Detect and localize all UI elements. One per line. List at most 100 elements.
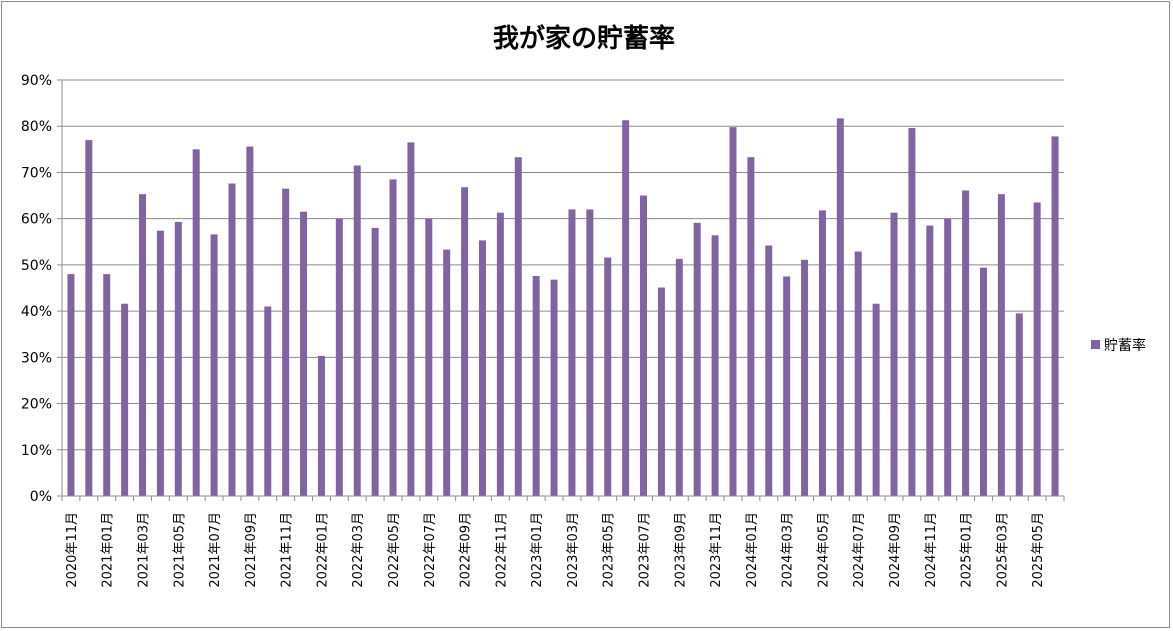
bar (282, 188, 290, 496)
x-tick-label: 2021年01月 (101, 512, 116, 588)
bar (801, 259, 809, 496)
bar (425, 218, 433, 496)
x-tick-label: 2022年01月 (315, 512, 330, 588)
x-tick-label: 2020年11月 (65, 512, 80, 588)
bar (836, 118, 844, 496)
bar (139, 194, 147, 496)
y-tick-label: 0% (30, 489, 52, 505)
x-tick-label: 2023年09月 (673, 512, 688, 588)
bar (389, 179, 397, 496)
bar (979, 267, 987, 496)
y-tick-label: 70% (21, 165, 52, 181)
x-tick-label: 2022年05月 (387, 512, 402, 588)
y-tick-label: 60% (21, 212, 52, 228)
bar (317, 355, 325, 496)
bar (657, 287, 665, 496)
bar (962, 190, 970, 496)
bar (604, 257, 612, 496)
x-tick-label: 2023年05月 (602, 512, 617, 588)
x-tick-label: 2024年03月 (781, 512, 796, 588)
legend-label: 貯蓄率 (1104, 337, 1146, 354)
bar (192, 149, 200, 497)
bar (532, 275, 540, 496)
bar (67, 274, 75, 496)
bar (300, 211, 308, 496)
bar (568, 209, 576, 496)
y-tick-label: 20% (21, 397, 52, 413)
bar (1051, 136, 1059, 496)
bar (371, 227, 379, 496)
x-tick-label: 2021年05月 (172, 512, 187, 588)
x-tick-label: 2025年01月 (960, 512, 975, 588)
bar (747, 157, 755, 497)
x-tick-label: 2021年03月 (137, 512, 152, 588)
bar (818, 210, 826, 496)
x-tick-label: 2024年01月 (745, 512, 760, 588)
bar (622, 120, 630, 497)
x-tick-label: 2025年05月 (1031, 512, 1046, 588)
y-tick-label: 10% (21, 443, 52, 459)
bar (103, 274, 111, 496)
legend-swatch (1091, 340, 1100, 349)
bar (926, 225, 934, 496)
x-axis-ticks: 2020年11月 2021年01月 2021年03月 2021年05月 2021年07月… (61, 496, 1065, 588)
bar (640, 195, 648, 497)
x-tick-label: 2021年07月 (208, 512, 223, 588)
x-tick-label: 2024年09月 (888, 512, 903, 588)
bar (210, 234, 218, 497)
y-tick-label: 90% (21, 73, 52, 89)
y-tick-label: 30% (21, 350, 52, 366)
chart-title: 我が家の貯蓄率 (493, 23, 675, 54)
bar (461, 187, 469, 497)
bar (335, 218, 343, 496)
y-axis-ticks: 0% 10% 20% 30% 40% 50% 60% 70% 80% 90% (21, 73, 62, 505)
x-tick-label: 2022年07月 (423, 512, 438, 588)
x-tick-label: 2023年03月 (566, 512, 581, 588)
bar (765, 245, 773, 496)
bar (872, 303, 880, 496)
bar (675, 258, 683, 496)
x-tick-label: 2022年11月 (494, 512, 509, 588)
x-tick-label: 2021年09月 (244, 512, 259, 588)
bar (908, 128, 916, 496)
x-tick-label: 2024年07月 (852, 512, 867, 588)
bar (854, 251, 862, 496)
bar (85, 140, 93, 497)
bar (997, 194, 1005, 496)
x-tick-label: 2022年09月 (459, 512, 474, 588)
bar (353, 165, 361, 496)
legend: 貯蓄率 (1091, 337, 1146, 354)
x-tick-label: 2025年03月 (995, 512, 1010, 588)
bar (228, 183, 236, 496)
x-tick-label: 2024年05月 (816, 512, 831, 588)
bar (174, 221, 182, 496)
x-tick-label: 2023年07月 (638, 512, 653, 588)
bar (586, 209, 594, 496)
bar (264, 306, 272, 496)
y-tick-label: 80% (21, 119, 52, 135)
bar (478, 240, 486, 496)
bar (783, 276, 791, 496)
x-tick-label: 2024年11月 (924, 512, 939, 588)
x-tick-label: 2023年01月 (530, 512, 545, 588)
x-tick-label: 2022年03月 (351, 512, 366, 588)
bar (1033, 202, 1041, 496)
x-tick-label: 2023年11月 (709, 512, 724, 588)
y-tick-label: 40% (21, 304, 52, 320)
bar (514, 157, 522, 497)
bar (246, 146, 254, 496)
bars (67, 118, 1059, 497)
y-tick-label: 50% (21, 258, 52, 274)
bar (121, 303, 129, 496)
bar (550, 279, 558, 496)
bar (890, 212, 898, 496)
bar (1015, 313, 1023, 496)
bar (711, 235, 719, 496)
x-tick-label: 2021年11月 (280, 512, 295, 588)
bar (729, 127, 737, 496)
bar (944, 218, 952, 496)
bar (496, 212, 504, 496)
bar (156, 230, 164, 496)
bar (407, 142, 415, 496)
